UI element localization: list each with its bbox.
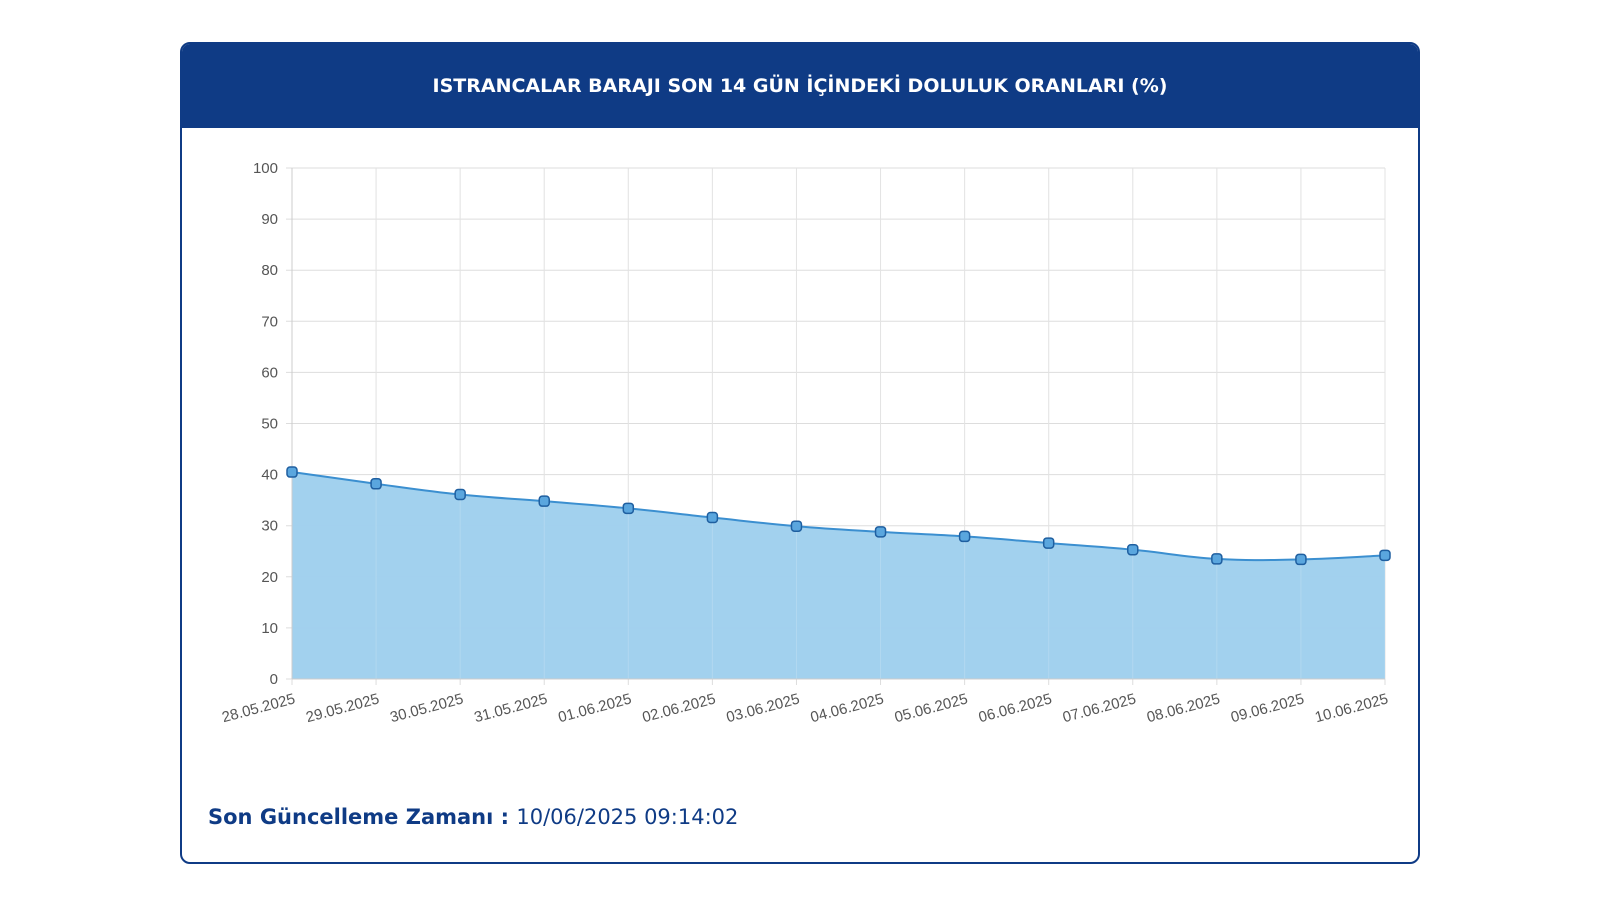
- x-tick-label: 02.06.2025: [641, 690, 718, 726]
- x-tick-label: 03.06.2025: [725, 690, 802, 726]
- data-point: [958, 530, 971, 543]
- data-point: [1042, 537, 1055, 549]
- y-tick-label: 50: [261, 416, 278, 433]
- last-update-value: 10/06/2025 09:14:02: [516, 805, 739, 829]
- y-tick-label: 40: [261, 467, 278, 484]
- x-tick-label: 01.06.2025: [556, 690, 633, 726]
- x-tick-label: 29.05.2025: [304, 690, 381, 726]
- last-update-label: Son Güncelleme Zamanı: [208, 805, 494, 829]
- data-point: [874, 526, 887, 538]
- data-point: [538, 495, 550, 507]
- data-point: [1295, 553, 1307, 566]
- data-point: [286, 466, 298, 478]
- x-tick-label: 04.06.2025: [809, 690, 886, 726]
- series-line: [291, 471, 1386, 562]
- y-tick-label: 20: [261, 569, 278, 586]
- y-tick-label: 60: [261, 364, 278, 381]
- x-tick-label: 28.05.2025: [220, 690, 297, 726]
- x-tick-label: 30.05.2025: [388, 690, 465, 726]
- x-tick-label: 05.06.2025: [893, 690, 970, 726]
- data-point: [454, 488, 466, 501]
- y-tick-label: 10: [261, 620, 278, 637]
- data-point: [1211, 553, 1223, 565]
- chart-card: ISTRANCALAR BARAJI SON 14 GÜN İÇİNDEKİ D…: [180, 42, 1420, 864]
- data-point: [790, 520, 803, 532]
- data-point: [1127, 543, 1139, 556]
- x-tick-label: 06.06.2025: [977, 690, 1054, 726]
- last-update-separator: :: [493, 805, 517, 829]
- data-point: [706, 511, 719, 524]
- x-tick-label: 07.06.2025: [1061, 690, 1138, 726]
- y-tick-label: 100: [253, 160, 278, 177]
- x-tick-label: 10.06.2025: [1313, 690, 1390, 726]
- x-tick-label: 08.06.2025: [1145, 690, 1222, 726]
- x-tick-label: 31.05.2025: [472, 690, 549, 726]
- data-point: [370, 478, 382, 490]
- y-tick-label: 80: [261, 262, 278, 279]
- y-tick-label: 90: [261, 211, 278, 228]
- y-tick-label: 30: [261, 518, 278, 535]
- data-point: [1379, 549, 1391, 562]
- x-tick-label: 09.06.2025: [1229, 690, 1306, 726]
- card-header: ISTRANCALAR BARAJI SON 14 GÜN İÇİNDEKİ D…: [182, 44, 1418, 128]
- data-point: [622, 502, 635, 515]
- last-update: Son Güncelleme Zamanı : 10/06/2025 09:14…: [208, 805, 738, 829]
- chart-title: ISTRANCALAR BARAJI SON 14 GÜN İÇİNDEKİ D…: [432, 75, 1168, 97]
- series-area: [292, 472, 1385, 679]
- y-tick-label: 70: [261, 313, 278, 330]
- y-tick-label: 0: [270, 671, 278, 688]
